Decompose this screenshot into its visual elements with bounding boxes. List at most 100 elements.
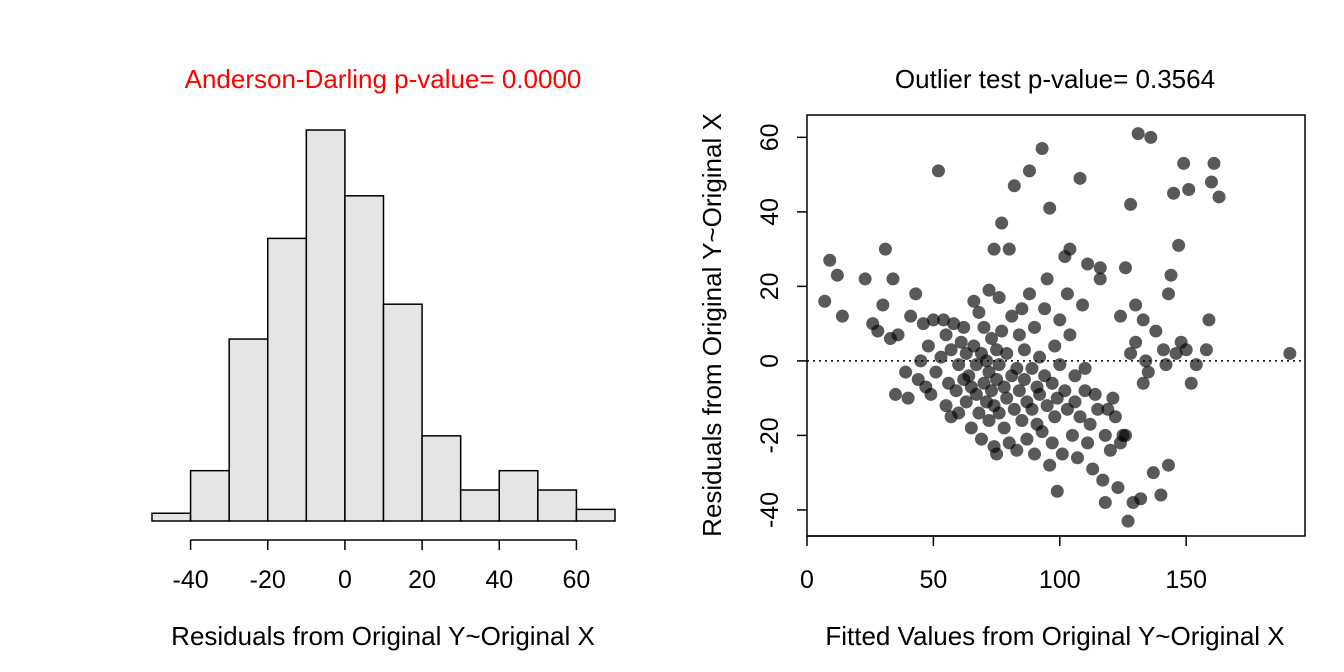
scatter-point [1136,376,1150,390]
scatter-point [921,339,935,353]
scatter-point [818,294,832,308]
scatter-point [997,421,1011,435]
scatter-point [823,253,837,267]
scatter-point [1007,402,1021,416]
scatter-point [1045,376,1059,390]
scatter-point [1167,186,1181,200]
scatter-point [1202,313,1216,327]
scatter-point [1050,484,1064,498]
histogram-bar [382,303,423,522]
scatter-point [982,414,996,428]
scatter-point [1179,343,1193,357]
scatter-point [1149,324,1163,338]
scatter-point [1053,358,1067,372]
scatter-point [1043,458,1057,472]
scatter-point [1025,361,1039,375]
histogram-panel: Anderson-Darling p-value= 0.0000 -40 -20 0… [151,64,616,651]
scatter-point [1207,156,1221,170]
scatter-point [1033,387,1047,401]
scatter-point [1182,183,1196,197]
scatter-title: Outlier test p-value= 0.3564 [895,64,1215,94]
scatter-y-tick-label: 0 [756,354,784,368]
scatter-point [979,354,993,368]
scatter-point [1000,346,1014,360]
scatter-point [1053,313,1067,327]
scatter-point [1068,395,1082,409]
scatter-point [929,365,943,379]
scatter-point [1088,387,1102,401]
scatter-point [1020,432,1034,446]
scatter-point [959,395,973,409]
scatter-point [982,283,996,297]
scatter-point [1025,402,1039,416]
scatter-point [871,324,885,338]
scatter-point [1161,458,1175,472]
scatter-point [1063,242,1077,256]
scatter-point [1129,335,1143,349]
scatter-point [1111,481,1125,495]
scatter-x-tick-label: 50 [919,566,947,594]
scatter-point [995,216,1009,230]
scatter-point [1002,242,1016,256]
histogram-x-tick-label: -20 [250,566,286,594]
histogram-x-tick-label: -40 [173,566,209,594]
scatter-point [972,305,986,319]
scatter-point [888,387,902,401]
scatter-point [1199,343,1213,357]
histogram-bar [344,195,385,522]
scatter-point [1164,268,1178,282]
scatter-y-tick-label: -20 [756,417,784,453]
histogram-bar [305,129,346,522]
scatter-point [962,369,976,383]
scatter-y-tick-label: 40 [756,198,784,226]
scatter-point [967,294,981,308]
scatter-point [972,406,986,420]
scatter-point [1045,436,1059,450]
scatter-point [1043,201,1057,215]
scatter-x-tick-label: 150 [1165,566,1207,594]
scatter-point [835,309,849,323]
scatter-point [1177,156,1191,170]
histogram-x-tick-label: 20 [408,566,436,594]
scatter-y-axis-title: Residuals from Original Y~Original X [697,113,727,537]
scatter-point [1091,402,1105,416]
scatter-point [1096,473,1110,487]
scatter-point [987,242,1001,256]
scatter-point [1040,399,1054,413]
scatter-x-axis-title: Fitted Values from Original Y~Original X [825,621,1284,651]
scatter-point [1204,175,1218,189]
scatter-point [901,391,915,405]
scatter-point [1081,257,1095,271]
scatter-point [1073,171,1087,185]
scatter-y-ticks: -40 -20 0 20 40 60 [756,123,807,528]
scatter-point [1159,358,1173,372]
scatter-point [969,387,983,401]
scatter-point [891,328,905,342]
scatter-panel: Outlier test p-value= 0.3564 0 50 100 150 -… [697,64,1306,651]
scatter-point [1172,238,1186,252]
scatter-point [916,317,930,331]
scatter-point [1015,414,1029,428]
histogram-x-axis-title: Residuals from Original Y~Original X [171,621,595,651]
histogram-bar [228,338,269,522]
scatter-point [1119,428,1133,442]
scatter-point [985,384,999,398]
scatter-point [1121,514,1135,528]
scatter-point [1012,384,1026,398]
histogram-title: Anderson-Darling p-value= 0.0000 [185,64,582,94]
scatter-point [1131,127,1145,141]
scatter-point [1156,343,1170,357]
scatter-point [1040,272,1054,286]
scatter-point [1035,425,1049,439]
scatter-point [990,343,1004,357]
scatter-point [957,320,971,334]
scatter-point [1093,272,1107,286]
scatter-point [926,313,940,327]
scatter-point [934,350,948,364]
scatter-points [818,127,1297,528]
scatter-point [939,399,953,413]
scatter-x-tick-label: 100 [1039,566,1081,594]
histogram-bar [151,512,192,522]
scatter-point [1007,179,1021,193]
scatter-point [1028,447,1042,461]
